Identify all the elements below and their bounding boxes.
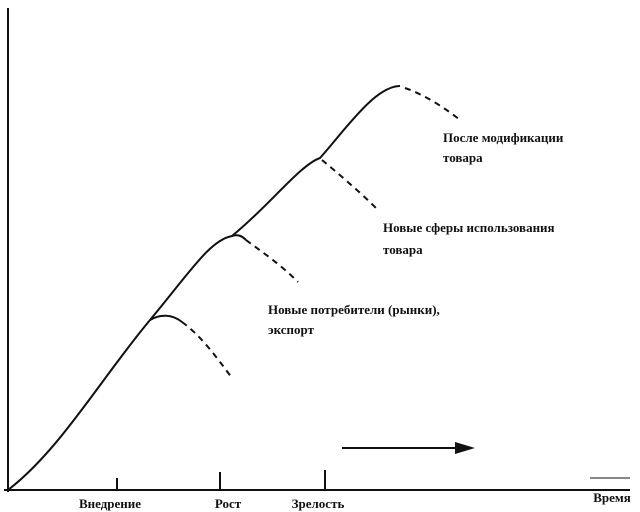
curve-peak bbox=[149, 314, 183, 323]
stage-label: Рост bbox=[215, 496, 242, 511]
decline-curve bbox=[181, 321, 233, 379]
stage-label: Зрелость bbox=[292, 496, 345, 511]
stage-label: Внедрение bbox=[79, 496, 141, 511]
axis-label: Время bbox=[593, 490, 631, 505]
annotation: Новые потребители (рынки), bbox=[268, 302, 440, 317]
growth-curve bbox=[7, 85, 401, 491]
annotation: экспорт bbox=[268, 322, 315, 337]
annotation: товара bbox=[383, 242, 423, 257]
arrow-head bbox=[455, 442, 475, 454]
annotation: После модификации bbox=[443, 130, 564, 145]
decline-curve bbox=[245, 239, 299, 283]
curve-peak bbox=[231, 234, 247, 241]
annotation: товара bbox=[443, 150, 483, 165]
decline-curve bbox=[321, 159, 379, 211]
decline-curve bbox=[404, 87, 461, 121]
annotation: Новые сферы использования bbox=[383, 220, 555, 235]
